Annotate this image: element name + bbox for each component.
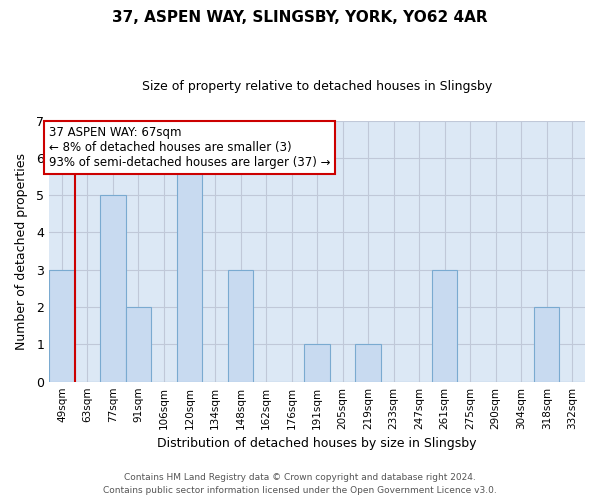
Bar — [177, 158, 202, 382]
X-axis label: Distribution of detached houses by size in Slingsby: Distribution of detached houses by size … — [157, 437, 477, 450]
Text: 37 ASPEN WAY: 67sqm
← 8% of detached houses are smaller (3)
93% of semi-detached: 37 ASPEN WAY: 67sqm ← 8% of detached hou… — [49, 126, 331, 169]
Text: Contains HM Land Registry data © Crown copyright and database right 2024.
Contai: Contains HM Land Registry data © Crown c… — [103, 473, 497, 495]
Bar — [228, 270, 253, 382]
Bar — [432, 270, 457, 382]
Bar — [49, 270, 75, 382]
Bar — [304, 344, 330, 382]
Text: 37, ASPEN WAY, SLINGSBY, YORK, YO62 4AR: 37, ASPEN WAY, SLINGSBY, YORK, YO62 4AR — [112, 10, 488, 25]
Bar — [126, 307, 151, 382]
Title: Size of property relative to detached houses in Slingsby: Size of property relative to detached ho… — [142, 80, 492, 93]
Y-axis label: Number of detached properties: Number of detached properties — [15, 152, 28, 350]
Bar — [100, 195, 126, 382]
Bar — [355, 344, 381, 382]
Bar — [534, 307, 559, 382]
